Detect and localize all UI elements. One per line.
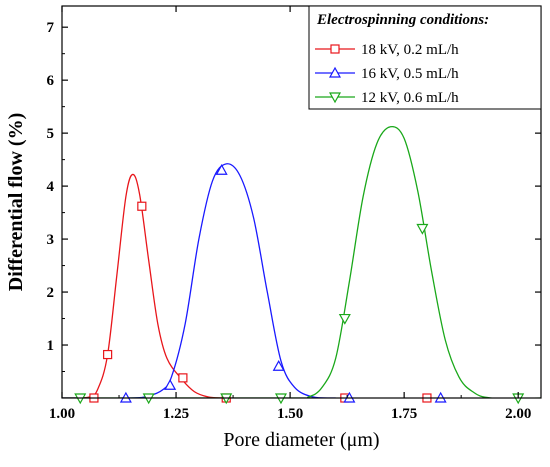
- series-line-2: [62, 163, 336, 398]
- x-tick-label: 2.00: [505, 406, 531, 422]
- y-tick-label: 6: [47, 73, 55, 89]
- legend-title: Electrospinning conditions:: [316, 12, 489, 28]
- y-axis: 1 2 3 4 5 6 7: [47, 20, 541, 373]
- legend-label: 18 kV, 0.2 mL/h: [361, 42, 459, 58]
- series-line-1: [62, 173, 222, 398]
- series-line-3: [62, 125, 541, 398]
- data-point-series-1: [137, 201, 147, 211]
- legend-swatch-marker: [328, 92, 342, 104]
- y-tick-label: 5: [47, 126, 55, 142]
- legend: Electrospinning conditions: 18 kV, 0.2 m…: [308, 5, 542, 110]
- data-point-series-2: [164, 379, 177, 390]
- x-tick-label: 1.00: [49, 406, 75, 422]
- y-tick-label: 3: [47, 232, 55, 248]
- data-point-series-2: [272, 359, 285, 371]
- y-axis-title: Differential flow (%): [5, 113, 27, 291]
- y-tick-label: 2: [47, 285, 55, 301]
- legend-swatch-marker: [328, 66, 342, 78]
- x-tick-label: 1.75: [391, 406, 417, 422]
- data-point-series-3: [338, 313, 351, 325]
- legend-label: 12 kV, 0.6 mL/h: [361, 90, 459, 106]
- data-point-series-3: [416, 223, 429, 235]
- data-point-series-1: [103, 349, 113, 360]
- x-axis: 1.00 1.25 1.50 1.75 2.00: [49, 6, 531, 422]
- y-tick-label: 4: [47, 179, 55, 195]
- data-point-series-1: [178, 373, 188, 383]
- series-layer: [62, 125, 541, 398]
- legend-swatch-marker: [330, 44, 340, 54]
- y-tick-label: 7: [47, 20, 55, 36]
- marker-layer: [74, 163, 525, 405]
- x-tick-label: 1.50: [277, 406, 303, 422]
- data-point-series-2: [215, 163, 228, 175]
- y-tick-label: 1: [47, 338, 55, 354]
- plot-frame: [61, 5, 542, 399]
- x-axis-title: Pore diameter (μm): [223, 429, 379, 451]
- legend-label: 16 kV, 0.5 mL/h: [361, 66, 459, 82]
- legend-box: [308, 5, 542, 110]
- x-tick-label: 1.25: [163, 406, 189, 422]
